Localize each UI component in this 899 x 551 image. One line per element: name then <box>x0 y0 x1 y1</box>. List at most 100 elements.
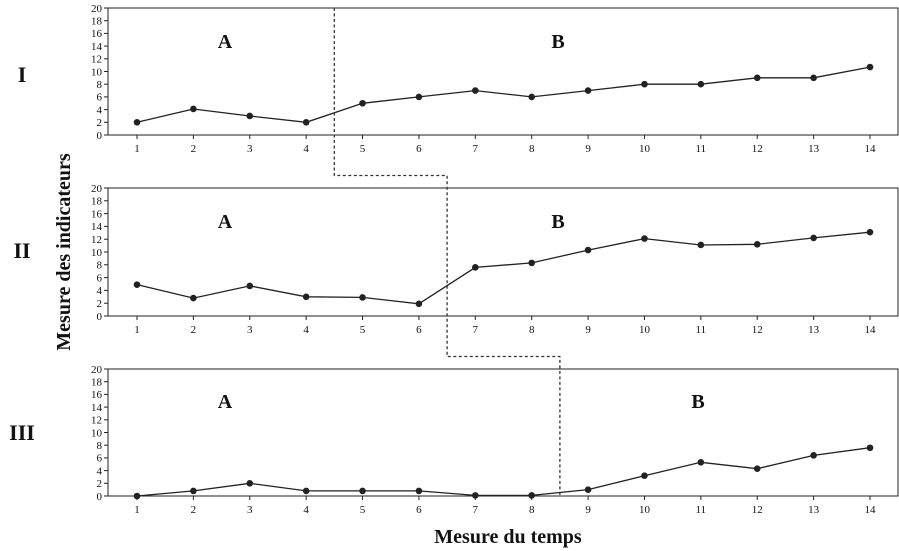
x-tick-label: 10 <box>639 504 651 516</box>
phase-label-a: A <box>218 391 233 413</box>
data-point <box>697 241 705 249</box>
data-point <box>810 234 817 242</box>
x-tick-label: 11 <box>696 324 707 336</box>
x-tick-label: 1 <box>134 504 140 516</box>
data-point <box>359 294 366 301</box>
y-tick-label: 2 <box>97 298 103 310</box>
x-tick-label: 8 <box>529 324 535 336</box>
y-tick-label: 18 <box>91 377 103 389</box>
data-point <box>190 105 197 113</box>
x-tick-label: 5 <box>360 324 366 336</box>
data-point <box>753 465 761 472</box>
y-tick-label: 20 <box>91 183 103 195</box>
y-tick-label: 4 <box>97 104 103 116</box>
x-tick-label: 12 <box>752 504 763 516</box>
y-tick-label: 14 <box>91 221 103 233</box>
data-point <box>302 293 310 301</box>
y-tick-label: 6 <box>97 92 103 104</box>
series-line <box>136 66 871 123</box>
data-point <box>810 74 817 82</box>
plot-frame <box>107 368 899 497</box>
y-tick-label: 2 <box>97 117 103 129</box>
data-point <box>866 444 874 452</box>
series-line <box>136 447 871 497</box>
x-tick-label: 7 <box>473 324 479 336</box>
x-tick-label: 5 <box>360 143 366 155</box>
x-tick-label: 1 <box>134 143 140 155</box>
phase-label-b: B <box>691 391 704 413</box>
x-tick-label: 6 <box>416 143 422 155</box>
y-tick-label: 18 <box>91 16 103 28</box>
phase-change-line <box>333 8 561 496</box>
x-tick-label: 2 <box>191 504 197 516</box>
x-tick-label: 13 <box>808 504 820 516</box>
y-tick-label: 16 <box>91 389 103 401</box>
x-tick-label: 6 <box>416 504 422 516</box>
x-tick-label: 9 <box>585 504 591 516</box>
data-point <box>584 246 592 254</box>
data-point <box>697 80 705 88</box>
y-tick-label: 0 <box>97 130 103 142</box>
x-tick-label: 6 <box>416 324 422 336</box>
x-tick-label: 7 <box>473 504 479 516</box>
x-tick-label: 10 <box>639 143 651 155</box>
x-tick-label: 9 <box>585 324 591 336</box>
x-tick-label: 8 <box>529 504 535 516</box>
y-tick-label: 14 <box>91 402 103 414</box>
x-tick-label: 12 <box>752 324 763 336</box>
x-tick-label: 3 <box>247 504 253 516</box>
data-point <box>641 235 648 242</box>
x-tick-label: 10 <box>639 324 651 336</box>
data-point <box>246 112 254 120</box>
data-point <box>584 87 592 94</box>
x-tick-label: 4 <box>303 324 309 336</box>
phase-label-b: B <box>551 211 564 233</box>
x-tick-label: 7 <box>473 143 479 155</box>
y-tick-label: 10 <box>91 247 103 259</box>
x-tick-label: 14 <box>865 324 877 336</box>
x-tick-label: 3 <box>247 143 253 155</box>
panel-label: III <box>9 420 35 445</box>
x-tick-label: 13 <box>808 143 820 155</box>
data-point <box>753 241 761 248</box>
x-tick-label: 8 <box>529 143 535 155</box>
data-point <box>415 93 423 101</box>
plot-frame <box>107 187 899 317</box>
y-tick-label: 6 <box>97 453 103 465</box>
data-point <box>472 87 479 94</box>
data-point <box>246 480 254 487</box>
y-tick-label: 12 <box>91 54 102 66</box>
data-point <box>472 264 479 271</box>
data-point <box>528 259 535 267</box>
y-tick-label: 8 <box>97 260 103 272</box>
y-tick-label: 4 <box>97 465 103 477</box>
data-point <box>133 119 141 126</box>
data-point <box>584 486 592 493</box>
data-point <box>753 74 761 82</box>
plot-frame <box>107 7 899 136</box>
data-point <box>472 492 479 499</box>
data-point <box>190 294 197 302</box>
y-tick-label: 2 <box>97 478 103 490</box>
data-point <box>866 63 874 71</box>
y-tick-label: 10 <box>91 427 103 439</box>
data-point <box>697 459 705 466</box>
panel-label: II <box>13 238 30 263</box>
panel-label: I <box>18 62 27 87</box>
x-axis-title: Mesure du temps <box>434 526 582 548</box>
y-tick-label: 12 <box>91 415 102 427</box>
data-point <box>246 282 254 290</box>
series-line <box>136 231 871 305</box>
x-tick-label: 1 <box>134 324 140 336</box>
y-tick-label: 4 <box>97 285 103 297</box>
y-tick-label: 12 <box>91 234 102 246</box>
data-point <box>641 472 648 479</box>
y-tick-label: 8 <box>97 440 103 452</box>
data-point <box>359 487 366 495</box>
phase-label-a: A <box>218 211 233 233</box>
x-tick-label: 11 <box>696 143 707 155</box>
data-point <box>415 487 423 495</box>
